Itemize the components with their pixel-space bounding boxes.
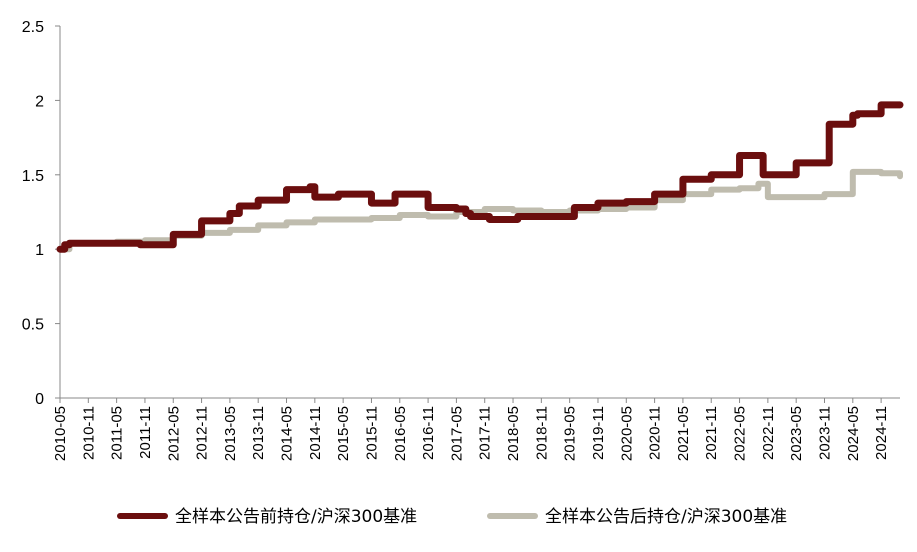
x-tick-label: 2012-11 xyxy=(194,406,211,460)
series-line-1 xyxy=(56,101,904,253)
x-tick-label: 2015-05 xyxy=(335,406,352,461)
x-tick-label: 2014-05 xyxy=(279,406,296,461)
x-tick-label: 2017-05 xyxy=(448,406,465,461)
legend-label-series-2: 全样本公告后持仓/沪深300基准 xyxy=(545,507,787,527)
x-tick-label: 2018-11 xyxy=(533,406,550,460)
x-tick-label: 2012-05 xyxy=(165,406,182,461)
x-tick-label: 2013-05 xyxy=(222,406,239,461)
x-tick-label: 2010-05 xyxy=(52,406,69,461)
x-tick-label: 2017-11 xyxy=(477,406,494,460)
series-lines xyxy=(56,101,904,253)
x-tick-label: 2013-11 xyxy=(250,406,267,460)
y-tick-label: 1 xyxy=(35,242,44,259)
y-tick-label: 2.5 xyxy=(22,19,44,36)
x-tick-label: 2019-11 xyxy=(590,406,607,460)
x-tick-label: 2024-11 xyxy=(873,406,890,460)
x-tick-label: 2014-11 xyxy=(307,406,324,460)
x-tick-label: 2016-05 xyxy=(392,406,409,461)
x-tick-label: 2016-11 xyxy=(420,406,437,460)
legend-label-series-1: 全样本公告前持仓/沪深300基准 xyxy=(175,507,417,527)
x-tick-label: 2018-05 xyxy=(505,406,522,461)
x-tick-label: 2022-05 xyxy=(732,406,749,461)
x-axis-ticks: 2010-05 2010-11 2011-05 2011-11 2012-05 2012-… xyxy=(52,398,890,461)
x-tick-label: 2019-05 xyxy=(562,406,579,461)
axes xyxy=(59,26,900,399)
y-tick-label: 0 xyxy=(35,391,44,408)
x-tick-label: 2023-11 xyxy=(816,406,833,460)
x-tick-label: 2023-05 xyxy=(788,406,805,461)
x-tick-label: 2011-05 xyxy=(109,406,126,460)
x-tick-label: 2022-11 xyxy=(760,406,777,460)
x-tick-label: 2020-11 xyxy=(647,406,664,460)
x-tick-label: 2024-05 xyxy=(845,406,862,461)
y-tick-label: 2 xyxy=(35,93,44,110)
x-tick-label: 2015-11 xyxy=(363,406,380,460)
x-tick-label: 2021-11 xyxy=(703,406,720,460)
x-tick-label: 2021-05 xyxy=(675,406,692,461)
legend: 全样本公告前持仓/沪深300基准 全样本公告后持仓/沪深300基准 xyxy=(117,507,787,527)
x-tick-label: 2010-11 xyxy=(80,406,97,460)
y-tick-label: 1.5 xyxy=(22,168,44,185)
y-axis-ticks: 0 0.5 1 1.5 2 2.5 xyxy=(22,19,60,408)
x-tick-label: 2020-05 xyxy=(618,406,635,461)
y-tick-label: 0.5 xyxy=(22,317,44,334)
x-tick-label: 2011-11 xyxy=(137,406,154,459)
